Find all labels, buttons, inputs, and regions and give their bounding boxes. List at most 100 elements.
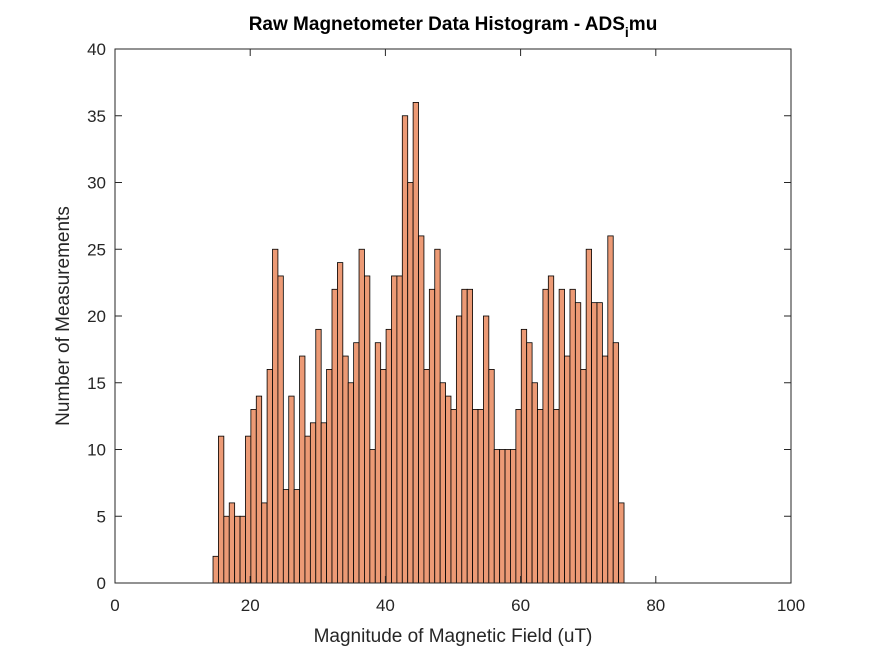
x-tick-label: 40 [376, 596, 395, 615]
histogram-bar [353, 342, 360, 584]
histogram-bar [369, 449, 376, 584]
chart-title-subscript: i [625, 24, 629, 40]
y-tick-label: 40 [87, 40, 106, 59]
histogram-bar [255, 395, 263, 584]
histogram-bar [488, 368, 495, 584]
histogram-bar [218, 435, 225, 584]
histogram-bar [526, 342, 533, 584]
histogram-bar [412, 102, 419, 584]
histogram-bar [282, 489, 290, 584]
histogram-bar [272, 248, 279, 584]
histogram-bar [564, 355, 571, 584]
histogram-bar [309, 422, 317, 584]
x-tick-label: 100 [777, 596, 805, 615]
histogram-bar [547, 275, 555, 584]
histogram-bar [553, 409, 560, 584]
chart-title: Raw Magnetometer Data Histogram - ADSimu [249, 14, 658, 40]
histogram-bar [472, 409, 479, 584]
histogram-bar [223, 515, 230, 584]
y-tick-label: 35 [87, 107, 106, 126]
y-tick-label: 25 [87, 240, 106, 259]
histogram-bar [315, 328, 322, 584]
y-tick-label: 5 [97, 507, 106, 526]
x-tick-label: 80 [646, 596, 665, 615]
y-tick-label: 15 [87, 374, 106, 393]
histogram-bar [396, 275, 403, 584]
y-tick-label: 10 [87, 441, 106, 460]
histogram-bar [418, 235, 425, 584]
histogram-bar [228, 502, 236, 584]
histogram-bar [234, 515, 241, 584]
histogram-bar [439, 382, 446, 584]
histogram-bar [531, 382, 538, 584]
x-tick-label: 20 [241, 596, 260, 615]
histogram-bar [385, 328, 392, 584]
x-tick-label: 60 [511, 596, 530, 615]
histogram-bar [304, 435, 311, 584]
histogram-bar [537, 409, 544, 584]
histogram-bar [407, 182, 414, 584]
histogram-bar [342, 355, 349, 584]
histogram-bar [455, 315, 463, 584]
histogram-bar [401, 115, 409, 584]
histogram-bar [477, 409, 484, 584]
y-axis-label: Number of Measurements [53, 206, 74, 426]
histogram-bar [326, 368, 333, 584]
histogram-bar [580, 368, 587, 584]
histogram-bar [358, 248, 365, 584]
histogram-bar [618, 502, 625, 584]
histogram-bar [423, 368, 430, 584]
histogram-bar [299, 355, 306, 584]
histogram-bar [245, 435, 252, 584]
histogram-bar [212, 555, 219, 584]
histogram-bar [461, 288, 468, 584]
histogram-bar [520, 328, 528, 584]
histogram-bar [515, 409, 522, 584]
histogram-bar [601, 355, 609, 584]
y-ticks-group: 0 5 10 15 20 25 30 35 40 [87, 40, 791, 593]
histogram-bar [499, 449, 506, 584]
x-tick-label: 0 [110, 596, 119, 615]
histogram-bar [250, 409, 257, 584]
histogram-bar [558, 288, 565, 584]
x-ticks-group: 0 20 40 60 80 100 [110, 49, 805, 615]
histogram-bar [288, 395, 295, 584]
histogram-bar [445, 395, 452, 584]
histogram-bar [374, 342, 382, 584]
histogram-bar [364, 275, 371, 584]
histogram-bar [607, 235, 614, 584]
x-axis-label: Magnitude of Magnetic Field (uT) [314, 626, 593, 647]
histogram-bar [391, 275, 398, 584]
histogram-bar [380, 368, 387, 584]
histogram-bar [331, 288, 338, 584]
histogram-bar [591, 302, 598, 584]
y-tick-label: 20 [87, 307, 106, 326]
y-tick-label: 30 [87, 174, 106, 193]
histogram-bar [493, 449, 501, 584]
histogram-bar [239, 515, 246, 584]
histogram-bar [347, 382, 355, 584]
histogram-bar [434, 248, 441, 584]
histogram-bar [569, 288, 576, 584]
histogram-bar [612, 342, 620, 584]
chart-title-suffix: mu [629, 14, 658, 35]
chart-title-main: Raw Magnetometer Data Histogram - ADS [249, 14, 625, 35]
histogram-bar [574, 302, 582, 584]
histogram-bar [277, 275, 284, 584]
histogram-bar [504, 449, 511, 584]
histogram-bar [466, 288, 474, 584]
histogram-bar [510, 449, 517, 584]
histogram-bar [542, 288, 549, 584]
histogram-bar [450, 409, 457, 584]
histogram-bar [261, 502, 268, 584]
y-tick-label: 0 [97, 574, 106, 593]
histogram-bar [266, 368, 273, 584]
histogram-bar [320, 422, 327, 584]
histogram-bar [293, 489, 300, 584]
histogram-bar [483, 315, 490, 584]
histogram-bar [585, 248, 592, 584]
histogram-bar [596, 302, 603, 584]
histogram-bar [428, 288, 436, 584]
